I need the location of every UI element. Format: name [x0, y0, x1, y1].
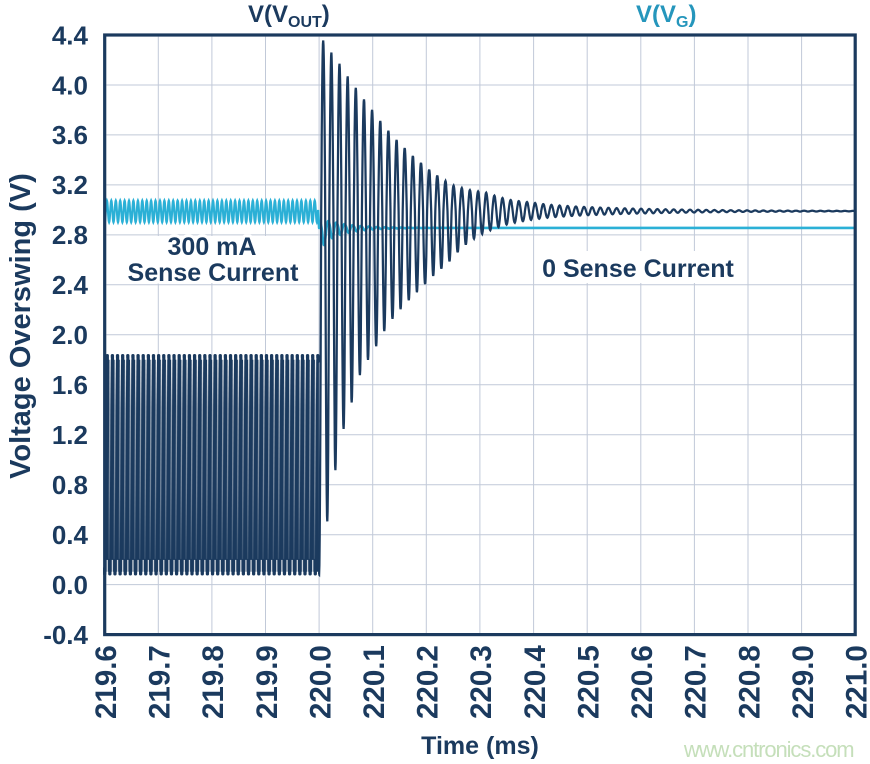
svg-text:0.4: 0.4 [52, 520, 89, 550]
svg-text:219.7: 219.7 [144, 645, 177, 719]
svg-text:219.9: 219.9 [251, 645, 284, 719]
svg-text:219.6: 219.6 [90, 645, 123, 719]
svg-text:Time (ms): Time (ms) [421, 732, 539, 760]
svg-text:0.0: 0.0 [52, 570, 88, 600]
svg-text:2.4: 2.4 [52, 270, 89, 300]
svg-text:1.2: 1.2 [52, 420, 88, 450]
svg-text:220.5: 220.5 [573, 645, 606, 719]
svg-text:220.0: 220.0 [304, 645, 337, 719]
svg-text:2.0: 2.0 [52, 320, 88, 350]
svg-text:3.6: 3.6 [52, 120, 88, 150]
svg-text:1.6: 1.6 [52, 370, 88, 400]
svg-text:Voltage Overswing (V): Voltage Overswing (V) [5, 173, 37, 479]
svg-text:4.0: 4.0 [52, 70, 88, 100]
svg-text:300 mA: 300 mA [168, 233, 257, 261]
svg-text:www.cntronics.com: www.cntronics.com [683, 737, 854, 762]
svg-text:220.6: 220.6 [626, 645, 659, 719]
svg-text:220.7: 220.7 [680, 645, 713, 719]
svg-text:-0.4: -0.4 [43, 620, 88, 650]
svg-text:0.8: 0.8 [52, 470, 88, 500]
svg-text:4.4: 4.4 [52, 20, 89, 50]
svg-text:220.4: 220.4 [519, 645, 552, 719]
svg-text:Sense Current: Sense Current [128, 259, 300, 287]
svg-text:220.1: 220.1 [358, 645, 391, 719]
svg-text:220.2: 220.2 [412, 645, 445, 719]
svg-text:2.8: 2.8 [52, 220, 88, 250]
svg-text:3.2: 3.2 [52, 170, 88, 200]
svg-text:221.0: 221.0 [841, 645, 870, 719]
svg-text:219.8: 219.8 [197, 645, 230, 719]
svg-text:V(VG): V(VG) [636, 1, 696, 31]
svg-text:229.0: 229.0 [787, 645, 820, 719]
svg-text:0 Sense Current: 0 Sense Current [542, 255, 734, 283]
svg-text:220.3: 220.3 [465, 645, 498, 719]
svg-text:220.8: 220.8 [733, 645, 766, 719]
